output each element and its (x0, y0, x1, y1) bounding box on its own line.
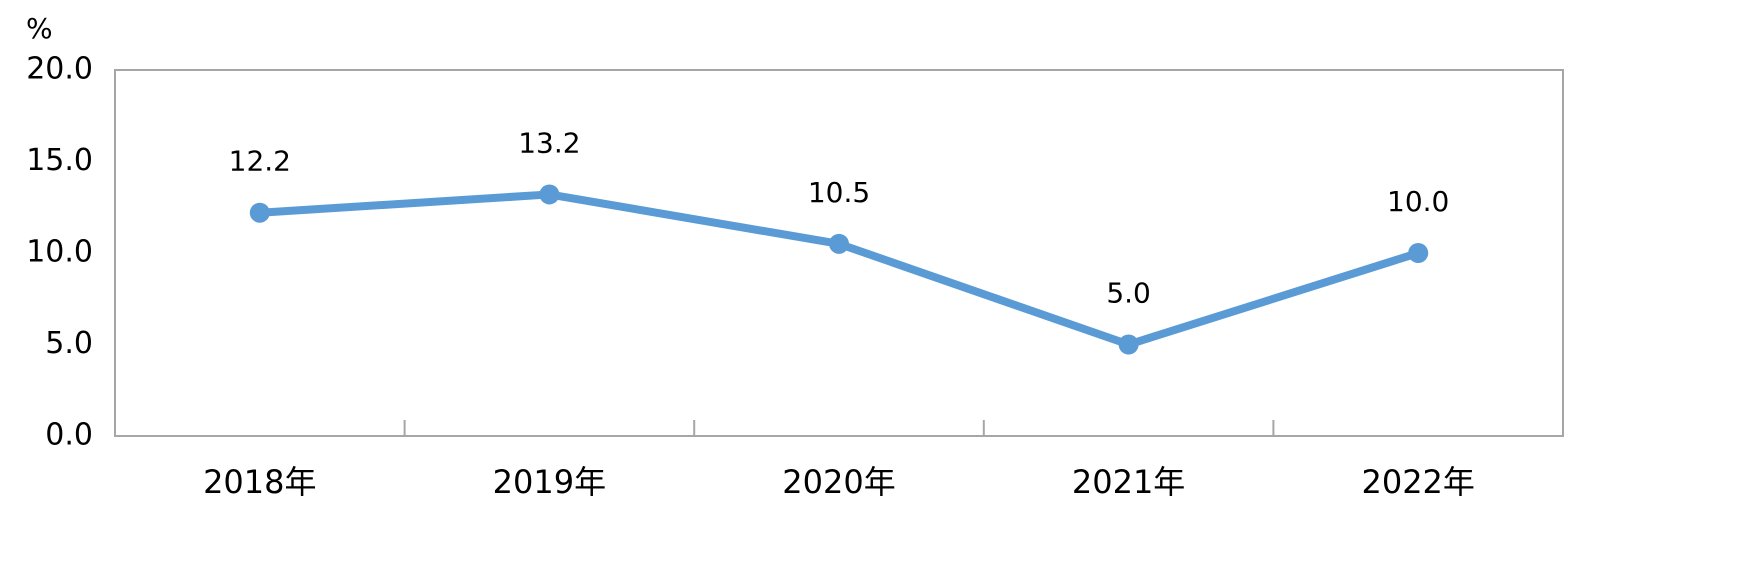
data-label: 12.2 (229, 145, 291, 178)
marker (539, 184, 560, 205)
data-label: 5.0 (1106, 277, 1151, 310)
data-label: 10.5 (808, 176, 870, 209)
y-axis-label: % (26, 12, 53, 45)
y-tick-label: 15.0 (26, 143, 93, 178)
x-tick-label: 2018年 (203, 463, 316, 501)
y-tick-label: 5.0 (45, 326, 93, 361)
marker (1118, 334, 1139, 355)
line (259, 190, 1420, 349)
data-label: 10.0 (1387, 185, 1449, 218)
x-tick-label: 2021年 (1072, 463, 1185, 501)
y-tick-label: 20.0 (26, 52, 93, 87)
x-tick-label: 2022年 (1361, 463, 1474, 501)
marker (829, 233, 849, 254)
x-tick-label: 2019年 (493, 463, 606, 501)
x-tick-label: 2020年 (782, 463, 895, 501)
y-tick-label: 10.0 (26, 235, 93, 270)
marker (249, 202, 270, 223)
marker (1408, 243, 1429, 263)
y-tick-label: 0.0 (45, 418, 93, 453)
data-label: 13.2 (518, 126, 580, 159)
